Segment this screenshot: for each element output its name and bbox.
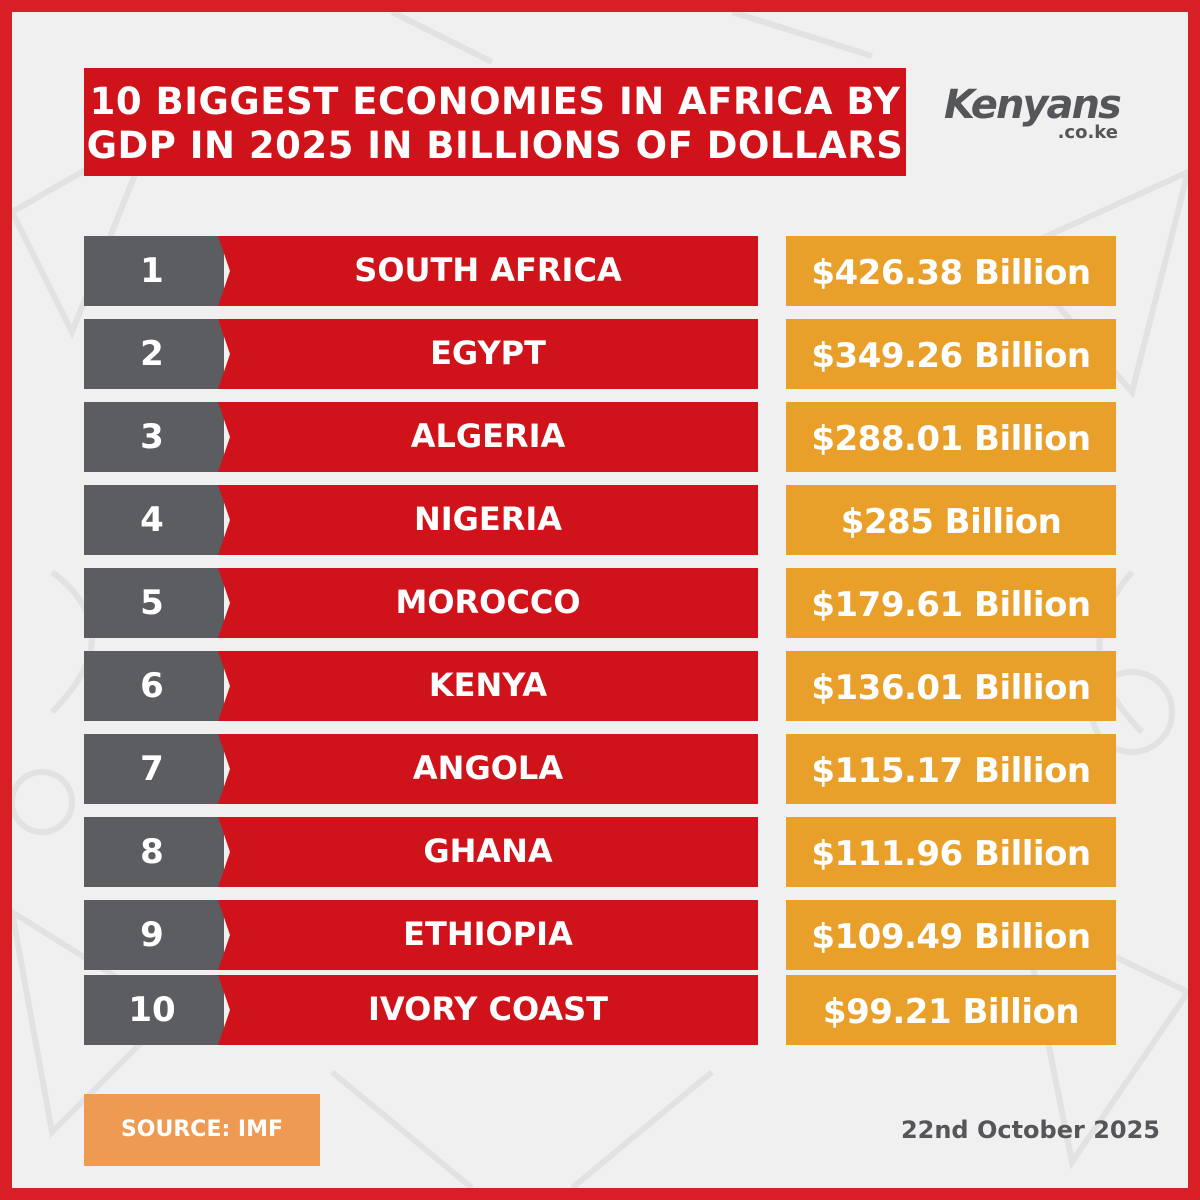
source-label: SOURCE: IMF	[120, 1117, 284, 1142]
country-bar	[218, 485, 758, 555]
value-box	[786, 651, 1116, 721]
rank-box	[84, 319, 224, 389]
country-name: ALGERIA	[410, 417, 566, 455]
table-row: 10 IVORY COAST $99.21 Billion	[84, 975, 1116, 1045]
country-bar	[218, 236, 758, 306]
rank-box	[84, 402, 224, 472]
country-name: KENYA	[428, 666, 548, 704]
value-box	[786, 975, 1116, 1045]
country-name: EGYPT	[430, 334, 546, 372]
value-box	[786, 568, 1116, 638]
country-name: NIGERIA	[413, 500, 563, 538]
table-row: 8 GHANA $111.96 Billion	[84, 817, 1116, 887]
title-line-1: 10 BIGGEST ECONOMIES IN AFRICA BY	[89, 80, 901, 123]
country-bar	[218, 817, 758, 887]
poster-frame: 10 BIGGEST ECONOMIES IN AFRICA BY GDP IN…	[12, 12, 1188, 1188]
country-name: MOROCCO	[395, 583, 581, 621]
rank-number: 10	[128, 990, 176, 1030]
table-row: 2 EGYPT $349.26 Billion	[84, 319, 1116, 389]
country-name: GHANA	[423, 832, 553, 870]
value-box	[786, 319, 1116, 389]
rank-number: 2	[140, 334, 164, 374]
rank-number: 9	[140, 915, 164, 955]
gdp-value: $111.96 Billion	[811, 834, 1091, 874]
table-row: 9 ETHIOPIA $109.49 Billion	[84, 900, 1116, 970]
table-row: 3 ALGERIA $288.01 Billion	[84, 402, 1116, 472]
gdp-value: $99.21 Billion	[822, 992, 1080, 1032]
value-box	[786, 900, 1116, 970]
rank-box	[84, 817, 224, 887]
rank-number: 7	[140, 749, 164, 789]
value-box	[786, 734, 1116, 804]
country-bar	[218, 975, 758, 1045]
country-name: ANGOLA	[412, 749, 564, 787]
value-box	[786, 485, 1116, 555]
rank-box	[84, 651, 224, 721]
country-name: IVORY COAST	[368, 990, 608, 1028]
logo-sub-text: .co.ke	[1057, 122, 1118, 143]
gdp-value: $349.26 Billion	[811, 336, 1091, 376]
gdp-value: $288.01 Billion	[811, 419, 1091, 459]
value-box	[786, 402, 1116, 472]
rank-number: 6	[140, 666, 164, 706]
rank-number: 3	[140, 417, 164, 457]
gdp-value: $285 Billion	[840, 502, 1062, 542]
gdp-value: $115.17 Billion	[811, 751, 1091, 791]
country-bar	[218, 402, 758, 472]
country-name: SOUTH AFRICA	[354, 251, 622, 289]
rank-box	[84, 900, 224, 970]
rank-box	[84, 485, 224, 555]
logo-main-text: Kenyans	[944, 82, 1122, 128]
rank-box	[84, 734, 224, 804]
value-box	[786, 817, 1116, 887]
value-box	[786, 236, 1116, 306]
title-line-2: GDP IN 2025 IN BILLIONS OF DOLLARS	[86, 124, 904, 167]
rank-box	[84, 236, 224, 306]
table-row: 7 ANGOLA $115.17 Billion	[84, 734, 1116, 804]
rank-number: 5	[140, 583, 164, 623]
rank-box	[84, 568, 224, 638]
publish-date: 22nd October 2025	[900, 1116, 1160, 1144]
country-bar	[218, 651, 758, 721]
rank-number: 8	[140, 832, 164, 872]
table-row: 4 NIGERIA $285 Billion	[84, 485, 1116, 555]
gdp-value: $109.49 Billion	[811, 917, 1091, 957]
table-row: 5 MOROCCO $179.61 Billion	[84, 568, 1116, 638]
rank-box	[84, 975, 224, 1045]
country-bar	[218, 568, 758, 638]
source-badge: SOURCE: IMF	[84, 1094, 320, 1166]
title-banner: 10 BIGGEST ECONOMIES IN AFRICA BY GDP IN…	[84, 68, 906, 176]
country-bar	[218, 734, 758, 804]
country-bar	[218, 900, 758, 970]
table-row: 1 SOUTH AFRICA $426.38 Billion	[84, 236, 1116, 306]
gdp-value: $426.38 Billion	[811, 253, 1091, 293]
kenyans-logo: Kenyans .co.ke	[944, 82, 1124, 146]
gdp-value: $136.01 Billion	[811, 668, 1091, 708]
country-bar	[218, 319, 758, 389]
country-name: ETHIOPIA	[403, 915, 573, 953]
rank-number: 4	[140, 500, 164, 540]
table-row: 6 KENYA $136.01 Billion	[84, 651, 1116, 721]
rank-number: 1	[140, 251, 164, 291]
gdp-value: $179.61 Billion	[811, 585, 1091, 625]
